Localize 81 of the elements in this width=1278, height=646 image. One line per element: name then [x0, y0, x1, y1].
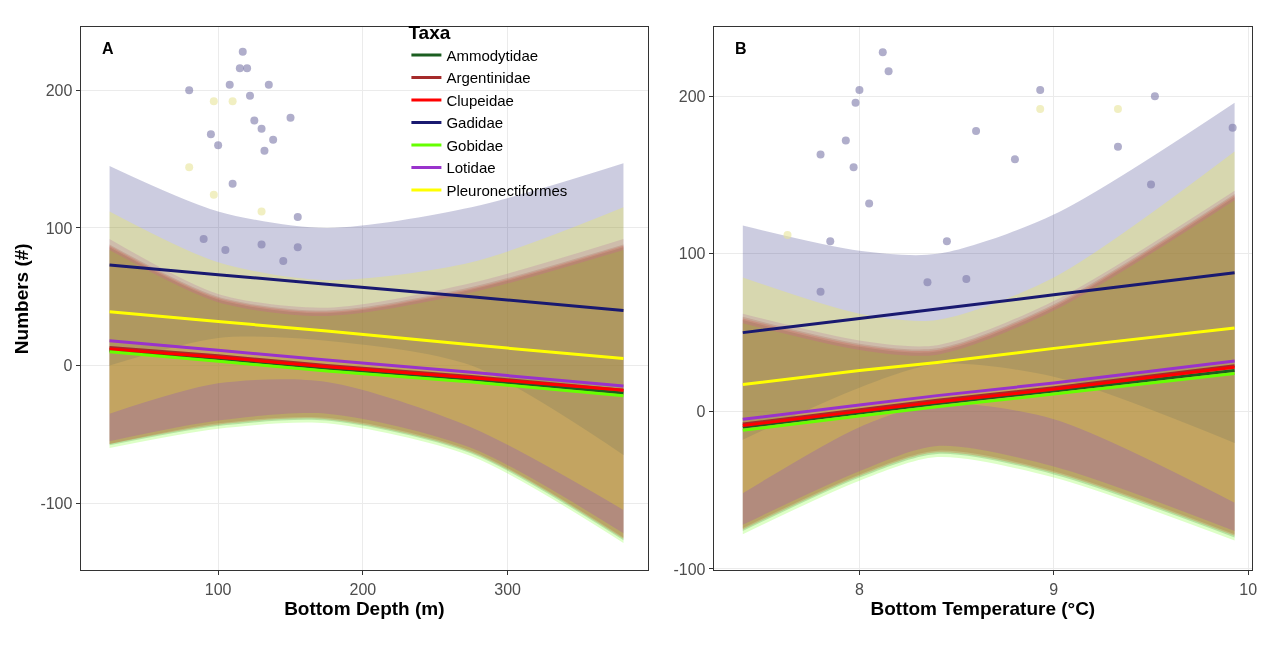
y-tick-label: -100 — [40, 494, 73, 512]
line-series — [108, 263, 625, 312]
y-tick-label: 100 — [678, 245, 706, 263]
point — [1010, 155, 1019, 164]
text: A — [102, 40, 114, 57]
point — [942, 237, 951, 246]
x-axis-title: Bottom Temperature (°C) — [870, 597, 1096, 619]
y-tick-label: 100 — [45, 219, 73, 237]
point — [816, 150, 825, 159]
point — [1036, 86, 1045, 95]
legend-label: Argentinidae — [446, 69, 531, 87]
point — [264, 80, 273, 89]
point — [185, 86, 194, 95]
point — [962, 275, 971, 284]
point — [783, 230, 792, 239]
point — [238, 47, 247, 56]
legend-label: Gobidae — [446, 136, 504, 154]
point — [1113, 142, 1122, 151]
point — [293, 243, 302, 252]
legend-label: Pleuronectiformes — [446, 181, 568, 199]
point — [243, 64, 252, 73]
x-tick-label: 10 — [1239, 580, 1258, 598]
x-tick-label: 9 — [1049, 580, 1059, 598]
point — [257, 207, 266, 216]
legend-label: Ammodytidae — [446, 46, 539, 64]
point — [199, 234, 208, 243]
point — [884, 67, 893, 76]
y-tick-label: 200 — [678, 87, 706, 105]
point — [250, 116, 259, 125]
point — [257, 240, 266, 249]
x-tick-label: 300 — [494, 580, 522, 598]
point — [816, 287, 825, 296]
point — [855, 86, 864, 95]
point — [972, 126, 981, 135]
text: B — [735, 40, 747, 57]
point — [865, 199, 874, 208]
point — [1036, 104, 1045, 113]
point — [1228, 123, 1237, 132]
x-tick-label: 8 — [854, 580, 864, 598]
point — [221, 245, 230, 254]
y-axis-title: Numbers (#) — [11, 243, 33, 355]
line-series — [741, 271, 1237, 335]
legend-label: Gadidae — [446, 114, 504, 132]
point — [878, 48, 887, 57]
y-tick-label: 0 — [63, 357, 73, 375]
y-tick-label: 0 — [696, 402, 706, 420]
point — [228, 179, 237, 188]
point — [1150, 92, 1159, 101]
point — [209, 190, 218, 199]
point — [257, 124, 266, 133]
x-tick-label: 100 — [204, 580, 232, 598]
line-series — [108, 310, 625, 361]
legend-title: Taxa — [408, 21, 451, 43]
line-series — [741, 326, 1237, 387]
legend-label: Lotidae — [446, 159, 496, 177]
point — [286, 113, 295, 122]
point — [185, 163, 194, 172]
point — [923, 278, 932, 287]
x-axis-title: Bottom Depth (m) — [284, 597, 445, 619]
point — [225, 80, 234, 89]
point — [849, 163, 858, 172]
point — [228, 97, 237, 106]
y-tick-label: -100 — [673, 560, 706, 578]
point — [1113, 104, 1122, 113]
line-series — [108, 339, 625, 388]
point — [293, 212, 302, 221]
point — [841, 136, 850, 145]
point — [1147, 180, 1156, 189]
point — [214, 141, 223, 150]
point — [245, 91, 254, 100]
legend-label: Clupeidae — [446, 91, 514, 109]
point — [269, 135, 278, 144]
point — [209, 97, 218, 106]
point — [260, 146, 269, 155]
y-tick-label: 200 — [45, 81, 73, 99]
x-tick-label: 200 — [349, 580, 377, 598]
point — [235, 64, 244, 73]
point — [851, 98, 860, 107]
point — [826, 237, 835, 246]
point — [279, 256, 288, 265]
point — [206, 130, 215, 139]
